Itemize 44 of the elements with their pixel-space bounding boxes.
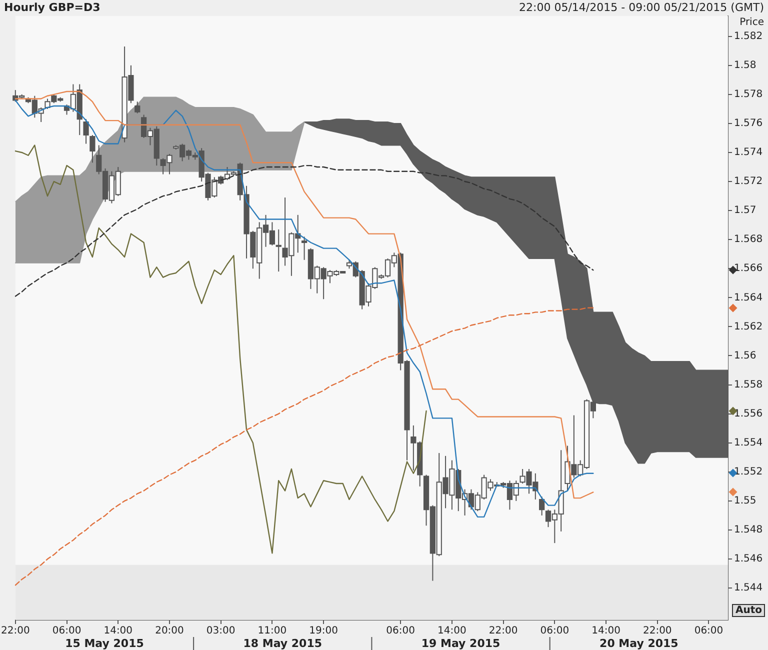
x-tick-label: 19:00 [309,626,338,637]
line-series [14,164,594,297]
line-series [14,307,594,586]
x-tick-label: 22:00 [642,626,672,637]
y-tick-label: 1.568 [734,234,763,246]
y-tick-label: 1.556 [734,408,763,420]
y-tick-label: 1.554 [734,437,763,448]
x-tick-label: 11:00 [258,626,287,637]
chart-subtitle: 22:00 05/14/2015 - 09:00 05/21/2015 (GMT) [519,1,764,14]
y-tick-label: 1.566 [734,263,763,274]
x-tick-label: 03:00 [206,626,236,637]
y-tick-label: 1.578 [734,89,763,100]
y-tick-label: 1.55 [734,496,756,507]
auto-button: Auto [732,604,765,617]
y-tick-label: 1.574 [734,147,763,158]
x-tick-label: 20:00 [155,626,184,637]
y-tick-label: 1.562 [734,321,763,332]
y-tick-label: 1.58 [734,60,756,71]
x-tick-label: 14:00 [438,626,466,637]
y-tick-label: 1.552 [734,466,763,478]
x-tick-label: 06:00 [540,626,570,637]
y-tick-label: 1.546 [734,554,763,565]
y-tick-label: 1.576 [734,118,763,130]
text: 15 May 2015 [65,636,144,650]
x-tick-label: 14:00 [592,626,620,637]
y-tick-label: 1.582 [734,30,763,42]
y-tick-label: 1.57 [734,205,756,216]
y-axis-title: Price [740,17,764,28]
x-tick-label: 06:00 [52,626,82,637]
x-tick-label: 06:00 [386,626,416,637]
x-tick-label: 22:00 [488,626,518,637]
text: 20 May 2015 [600,636,678,650]
x-tick-label: 22:00 [0,626,30,637]
y-tick-label: 1.56 [734,350,756,362]
y-tick-label: 1.544 [734,582,763,594]
x-tick-label: 06:00 [694,626,724,637]
y-tick-label: 1.548 [734,524,763,536]
x-tick-label: 14:00 [104,626,133,637]
text: 19 May 2015 [421,636,500,650]
y-tick-label: 1.572 [734,176,763,188]
y-tick-label: 1.564 [734,292,763,304]
chart-title: Hourly GBP=D3 [4,1,100,14]
text: 18 May 2015 [243,636,322,650]
y-tick-label: 1.558 [734,379,763,390]
